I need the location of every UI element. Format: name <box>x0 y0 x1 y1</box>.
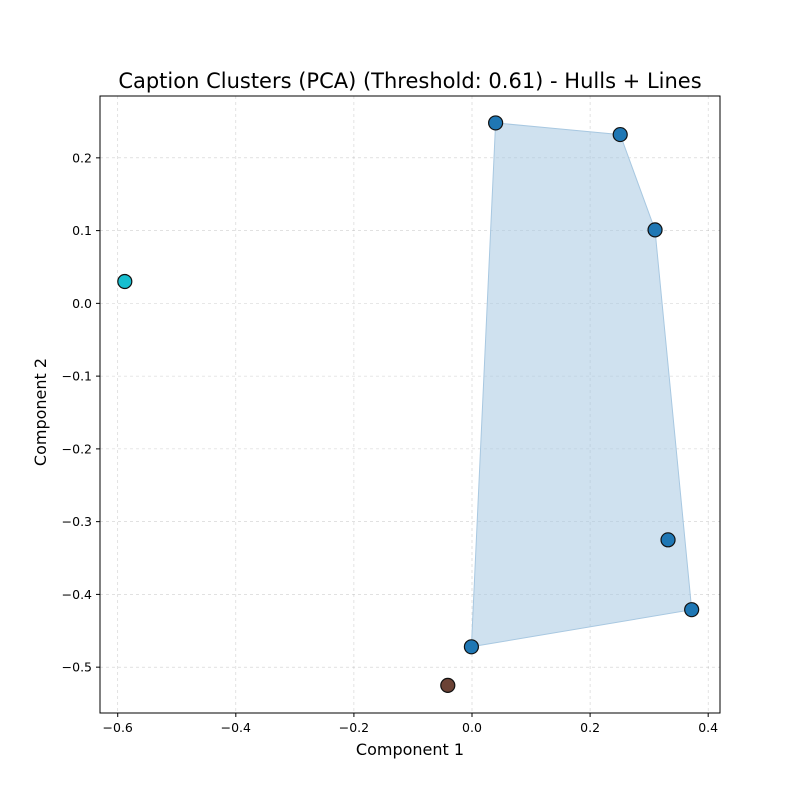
y-tick-label: −0.5 <box>62 660 92 675</box>
y-tick-label: −0.4 <box>62 587 92 602</box>
plot-frame <box>99 95 721 714</box>
hulls <box>470 122 693 648</box>
cluster-1-point <box>647 222 663 238</box>
x-tick-label: −0.2 <box>339 720 369 735</box>
y-tick-label: 0.0 <box>72 296 92 311</box>
y-tick-label: −0.3 <box>62 514 92 529</box>
x-tick-label: 0.2 <box>580 720 600 735</box>
cluster-1-point <box>684 602 700 618</box>
y-tick-label: 0.1 <box>72 223 92 238</box>
cluster-3-point <box>440 677 456 693</box>
cluster-1-point <box>660 532 676 548</box>
x-tick-label: 0.0 <box>462 720 482 735</box>
x-tick-label: −0.4 <box>221 720 251 735</box>
y-tick-label: 0.2 <box>72 150 92 165</box>
chart-title: Caption Clusters (PCA) (Threshold: 0.61)… <box>118 69 701 93</box>
y-axis-label: Component 2 <box>31 358 50 466</box>
x-tick-label: 0.4 <box>698 720 718 735</box>
cluster-hull-1 <box>470 122 693 648</box>
cluster-2-point <box>117 273 133 290</box>
cluster-1-point <box>488 115 504 131</box>
x-tick-label: −0.6 <box>103 720 133 735</box>
y-tick-label: −0.2 <box>62 441 92 456</box>
y-tick-label: −0.1 <box>62 369 92 384</box>
x-axis-label: Component 1 <box>356 740 464 759</box>
y-axis-ticks: 0.2 0.1 0.0 −0.1 −0.2 −0.3 −0.4 −0.5 <box>62 150 100 675</box>
points <box>117 115 700 693</box>
x-axis-ticks: −0.6 −0.4 −0.2 0.0 0.2 0.4 <box>103 713 718 735</box>
cluster-1-point <box>463 639 480 655</box>
cluster-1-point <box>612 126 628 143</box>
